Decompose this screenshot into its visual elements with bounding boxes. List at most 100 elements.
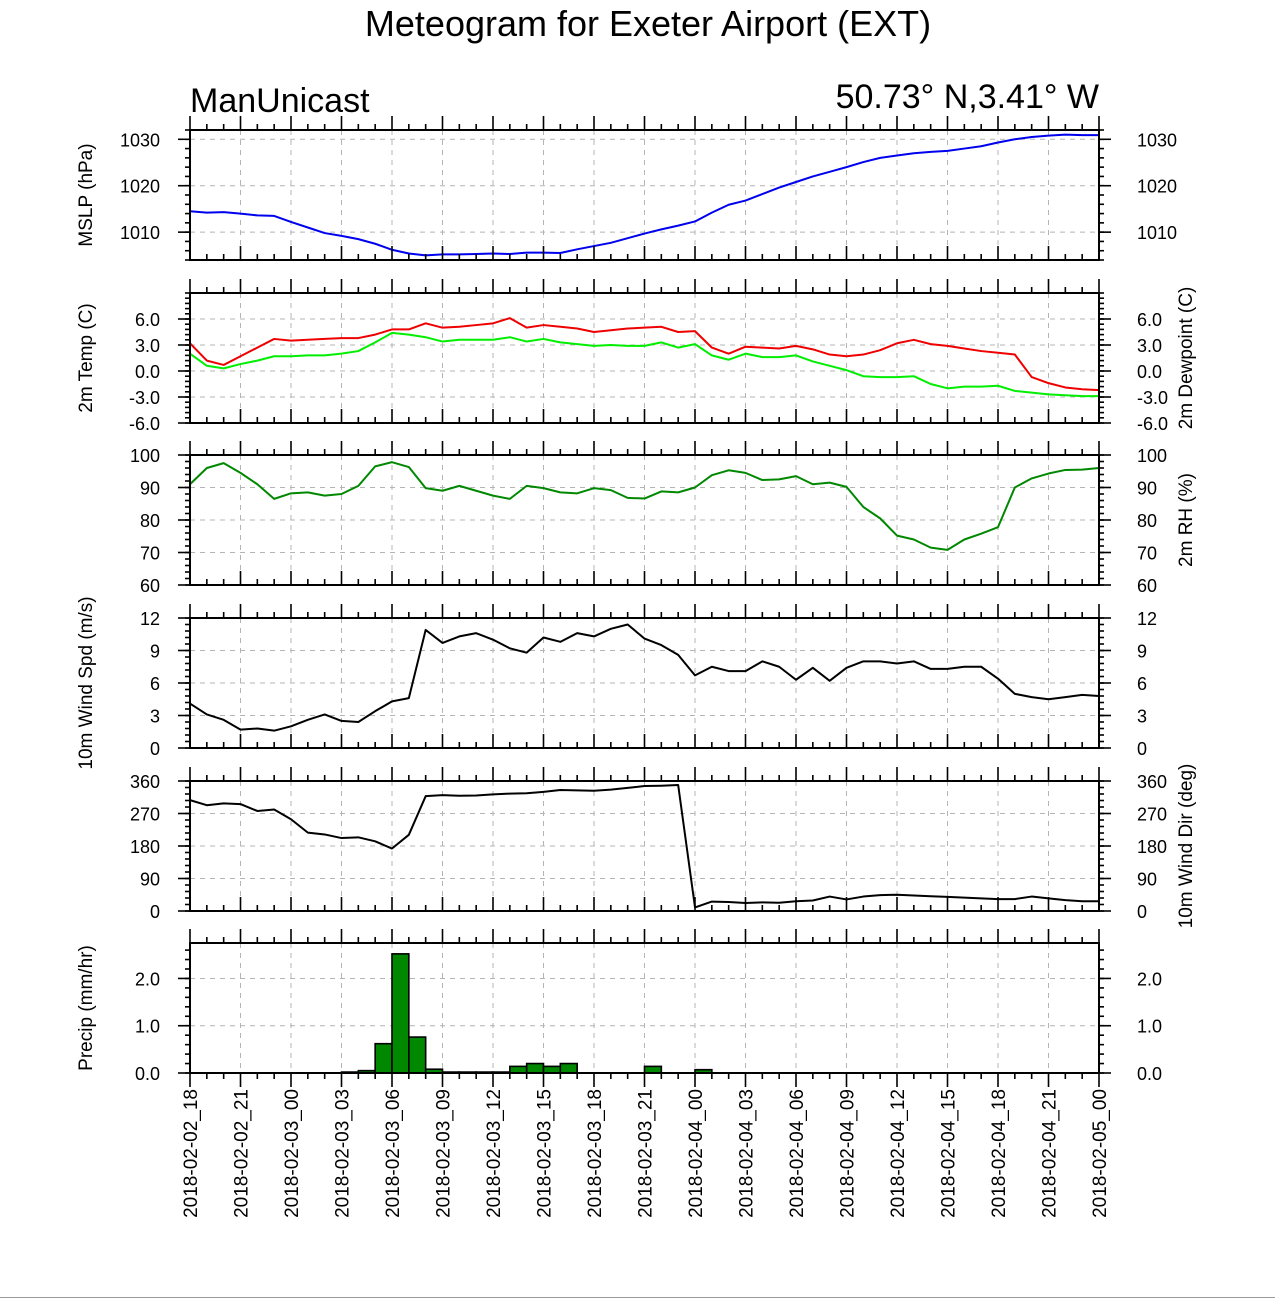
y-tick-label: 1.0 (135, 1017, 160, 1037)
panel-mslp: 1010 1010 1020 1020 1030 1030 MSLP (hPa) (76, 116, 1177, 261)
y-tick-label: 3.0 (135, 336, 160, 356)
y-axis-title-left: 10m Wind Spd (m/s) (76, 596, 97, 769)
series-line-temp (189, 317, 1100, 392)
x-tick-label: 2018-02-05_00 (1090, 1089, 1111, 1218)
series-line-dewpoint (189, 331, 1099, 398)
y-tick-label: 90 (140, 479, 160, 499)
y-tick-label: 360 (130, 772, 160, 792)
x-tick-label: 2018-02-04_18 (989, 1089, 1010, 1218)
x-tick-label: 2018-02-03_18 (585, 1089, 606, 1218)
x-tick-label: 2018-02-02_21 (232, 1089, 253, 1218)
precip-bar (408, 1036, 427, 1074)
y-tick-label: 3 (1137, 707, 1147, 727)
x-tick-label: 2018-02-04_15 (939, 1089, 960, 1218)
y-tick-label: -6.0 (1137, 414, 1168, 434)
y-tick-label: 60 (140, 576, 160, 596)
panel-precip: 0.0 0.0 1.0 1.0 2.0 2.0 Precip (mm/hr) (76, 929, 1162, 1087)
y-tick-label: 180 (1137, 837, 1167, 857)
y-tick-label: 0 (150, 739, 160, 759)
y-tick-label: 6 (1137, 674, 1147, 694)
panel-wind_dir: 0 0 90 90 180 180 270 270 360 360 10m Wind Dir (de… (130, 764, 1197, 929)
y-tick-label: 1.0 (1137, 1017, 1162, 1037)
y-tick-label: 360 (1137, 772, 1167, 792)
y-tick-label: 6.0 (1137, 310, 1162, 330)
x-tick-label: 2018-02-04_03 (737, 1089, 758, 1218)
y-tick-label: 270 (130, 805, 160, 825)
x-tick-label: 2018-02-04_06 (787, 1089, 808, 1218)
y-tick-label: 180 (130, 837, 160, 857)
y-tick-label: 6 (150, 674, 160, 694)
panel-wind_speed: 0 0 3 3 6 6 9 9 12 12 10m Wind Spd (m/s) (76, 596, 1157, 769)
x-tick-label: 2018-02-03_12 (484, 1089, 505, 1218)
y-tick-label: 6.0 (135, 310, 160, 330)
y-axis-title-right: 2m Dewpoint (C) (1176, 287, 1197, 430)
time-axis-labels: 2018-02-02_18 2018-02-02_21 2018-02-03_00 2… (181, 1089, 1111, 1218)
y-tick-label: 0 (1137, 739, 1147, 759)
x-tick-label: 2018-02-03_21 (636, 1089, 657, 1218)
x-tick-label: 2018-02-03_06 (383, 1089, 404, 1218)
y-tick-label: 1030 (1137, 130, 1177, 150)
y-tick-label: 70 (1137, 544, 1157, 564)
y-tick-label: 0 (150, 902, 160, 922)
y-tick-label: 90 (1137, 870, 1157, 890)
y-tick-label: 2.0 (1137, 969, 1162, 989)
x-tick-label: 2018-02-04_12 (888, 1089, 909, 1218)
y-tick-label: 0.0 (135, 1064, 160, 1084)
series-line-rh (189, 461, 1100, 551)
precip-bar (559, 1062, 578, 1074)
y-tick-label: 1020 (1137, 177, 1177, 197)
y-tick-label: 270 (1137, 805, 1167, 825)
y-tick-label: 1010 (1137, 223, 1177, 243)
x-tick-label: 2018-02-04_09 (838, 1089, 859, 1218)
series-line-wind (189, 623, 1100, 732)
y-tick-label: -6.0 (129, 414, 160, 434)
y-tick-label: 0.0 (1137, 362, 1162, 382)
chart-title: Meteogram for Exeter Airport (EXT) (365, 3, 931, 44)
y-tick-label: 90 (1137, 479, 1157, 499)
series-line-mslp (189, 133, 1099, 257)
y-tick-label: 3 (150, 707, 160, 727)
y-tick-label: 70 (140, 544, 160, 564)
y-tick-label: 0.0 (1137, 1064, 1162, 1084)
model-label: ManUnicast (190, 82, 370, 120)
x-tick-label: 2018-02-03_15 (535, 1089, 556, 1218)
y-axis-title-left: Precip (mm/hr) (76, 945, 97, 1071)
precip-bar (374, 1042, 393, 1074)
y-tick-label: 2.0 (135, 969, 160, 989)
y-tick-label: 90 (140, 870, 160, 890)
y-axis-title-left: 2m Temp (C) (76, 303, 97, 412)
y-tick-label: 3.0 (1137, 336, 1162, 356)
y-tick-label: 9 (1137, 642, 1147, 662)
y-tick-label: 1030 (120, 130, 160, 150)
panel-temp: -6.0 -6.0 -3.0 -3.0 0.0 0.0 3.0 3.0 6.0 6.0 2m Tem… (76, 279, 1197, 434)
x-tick-label: 2018-02-02_18 (181, 1089, 202, 1218)
y-tick-label: 1010 (120, 223, 160, 243)
y-tick-label: 60 (1137, 576, 1157, 596)
x-tick-label: 2018-02-03_09 (434, 1089, 455, 1218)
page-bottom-divider (0, 1297, 1275, 1298)
y-tick-label: 100 (1137, 446, 1167, 466)
y-tick-label: 80 (140, 511, 160, 531)
y-tick-label: 80 (1137, 511, 1157, 531)
precip-bar (391, 953, 410, 1074)
y-tick-label: 100 (130, 446, 160, 466)
y-axis-title-right: 2m RH (%) (1176, 473, 1197, 567)
precip-bar (525, 1062, 545, 1074)
y-tick-label: 1020 (120, 177, 160, 197)
x-tick-label: 2018-02-04_00 (686, 1089, 707, 1218)
x-tick-label: 2018-02-03_03 (333, 1089, 354, 1218)
y-tick-label: 12 (140, 609, 160, 629)
y-tick-label: 0 (1137, 902, 1147, 922)
y-tick-label: 0.0 (135, 362, 160, 382)
x-tick-label: 2018-02-03_00 (282, 1089, 303, 1218)
x-tick-label: 2018-02-04_21 (1040, 1089, 1061, 1218)
y-tick-label: 12 (1137, 609, 1157, 629)
y-axis-title-left: MSLP (hPa) (76, 143, 97, 246)
y-tick-label: 9 (150, 642, 160, 662)
series-line-wind (189, 783, 1099, 909)
y-axis-title-right: 10m Wind Dir (deg) (1176, 764, 1197, 929)
y-tick-label: -3.0 (129, 388, 160, 408)
location-label: 50.73° N,3.41° W (836, 78, 1099, 116)
panel-rh: 60 60 70 70 80 80 90 90 100 100 2m RH (%) (130, 441, 1197, 596)
